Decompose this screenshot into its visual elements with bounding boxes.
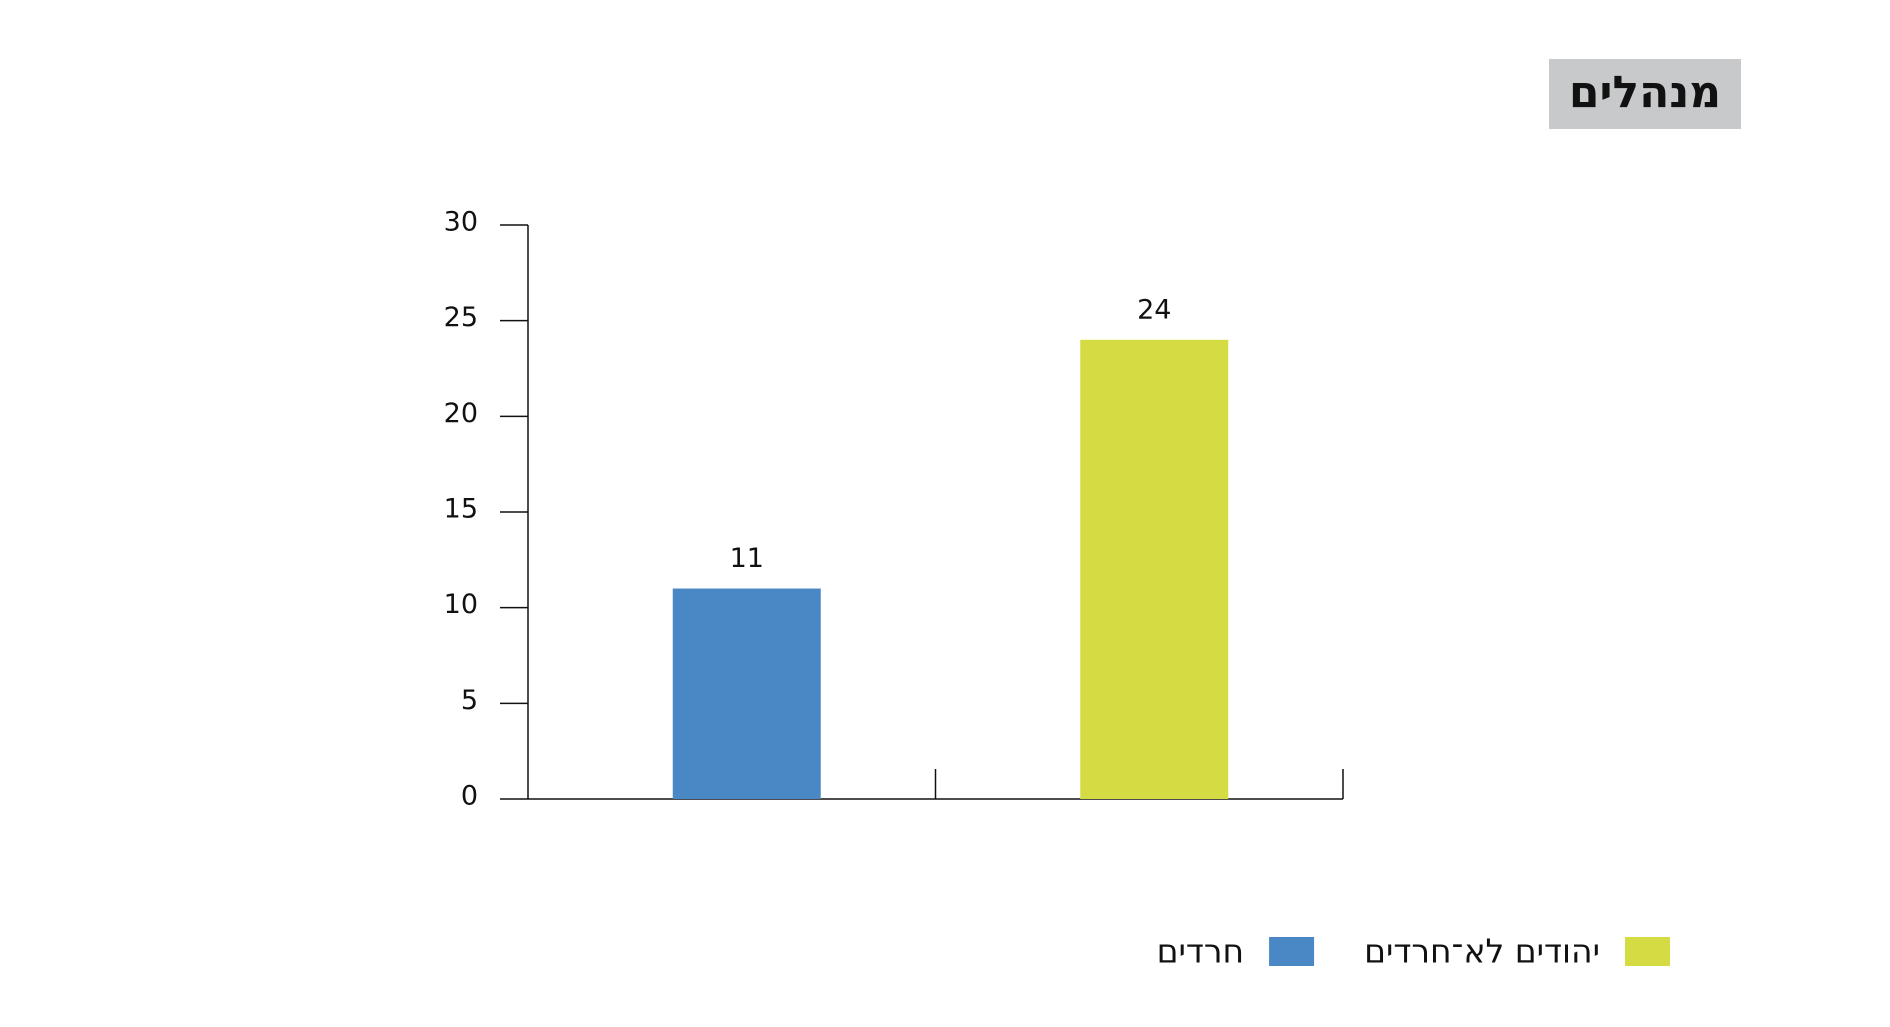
bar [672,588,821,799]
bar [1080,339,1229,799]
y-tick-label: 10 [444,589,478,620]
y-tick-label: 0 [461,781,478,812]
chart-title: מנהלים [1569,67,1721,118]
legend-swatch [1269,937,1315,966]
y-tick-label: 15 [444,494,478,525]
value-label: 11 [730,543,764,574]
title-box [1549,59,1741,129]
y-tick-label: 25 [444,302,478,333]
legend-swatch [1625,937,1670,966]
legend-label: חרדים [1157,932,1244,971]
y-tick-label: 5 [461,685,478,716]
value-label: 24 [1137,294,1171,325]
y-tick-label: 20 [444,398,478,429]
legend-label: יהודים לא־חרדים [1364,932,1600,971]
y-tick-label: 30 [444,207,478,238]
